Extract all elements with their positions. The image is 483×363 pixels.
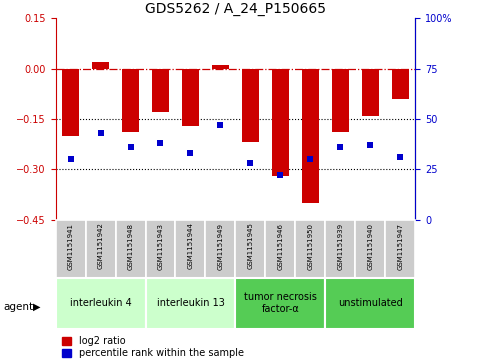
Text: GSM1151939: GSM1151939 bbox=[338, 223, 343, 270]
Point bbox=[97, 130, 104, 136]
Point bbox=[216, 122, 224, 128]
Bar bbox=[326, 220, 355, 278]
Text: agent: agent bbox=[4, 302, 34, 312]
Title: GDS5262 / A_24_P150665: GDS5262 / A_24_P150665 bbox=[145, 2, 326, 16]
Point bbox=[127, 144, 134, 150]
Text: interleukin 4: interleukin 4 bbox=[70, 298, 131, 308]
Point bbox=[337, 144, 344, 150]
Bar bbox=[85, 220, 115, 278]
Bar bbox=[326, 278, 415, 329]
Bar bbox=[115, 220, 145, 278]
Text: GSM1151940: GSM1151940 bbox=[368, 223, 373, 269]
Bar bbox=[182, 69, 199, 126]
Bar bbox=[266, 220, 296, 278]
Bar bbox=[175, 220, 205, 278]
Bar bbox=[355, 220, 385, 278]
Bar bbox=[385, 220, 415, 278]
Bar bbox=[56, 278, 145, 329]
Text: ▶: ▶ bbox=[33, 302, 41, 312]
Text: interleukin 13: interleukin 13 bbox=[156, 298, 225, 308]
Point bbox=[277, 172, 284, 178]
Bar bbox=[272, 69, 289, 176]
Text: GSM1151950: GSM1151950 bbox=[307, 223, 313, 269]
Bar bbox=[122, 69, 139, 132]
Bar bbox=[92, 62, 109, 69]
Text: GSM1151944: GSM1151944 bbox=[187, 223, 194, 269]
Legend: log2 ratio, percentile rank within the sample: log2 ratio, percentile rank within the s… bbox=[62, 336, 244, 358]
Bar bbox=[205, 220, 236, 278]
Text: GSM1151946: GSM1151946 bbox=[277, 223, 284, 269]
Text: GSM1151943: GSM1151943 bbox=[157, 223, 164, 269]
Bar bbox=[332, 69, 349, 132]
Bar bbox=[145, 278, 236, 329]
Bar bbox=[242, 69, 259, 142]
Bar bbox=[145, 220, 175, 278]
Bar bbox=[62, 69, 79, 136]
Point bbox=[67, 156, 74, 162]
Bar bbox=[296, 220, 326, 278]
Bar bbox=[302, 69, 319, 203]
Point bbox=[367, 142, 374, 148]
Point bbox=[307, 156, 314, 162]
Bar bbox=[236, 278, 326, 329]
Text: tumor necrosis
factor-α: tumor necrosis factor-α bbox=[244, 292, 317, 314]
Bar bbox=[362, 69, 379, 115]
Text: GSM1151949: GSM1151949 bbox=[217, 223, 224, 269]
Text: GSM1151942: GSM1151942 bbox=[98, 223, 103, 269]
Bar bbox=[152, 69, 169, 112]
Bar bbox=[392, 69, 409, 99]
Text: unstimulated: unstimulated bbox=[338, 298, 403, 308]
Text: GSM1151948: GSM1151948 bbox=[128, 223, 133, 269]
Text: GSM1151947: GSM1151947 bbox=[398, 223, 403, 269]
Bar bbox=[56, 220, 85, 278]
Bar bbox=[212, 65, 229, 69]
Bar bbox=[236, 220, 266, 278]
Text: GSM1151945: GSM1151945 bbox=[247, 223, 254, 269]
Point bbox=[156, 140, 164, 146]
Point bbox=[247, 160, 255, 166]
Point bbox=[397, 154, 404, 160]
Text: GSM1151941: GSM1151941 bbox=[68, 223, 73, 269]
Point bbox=[186, 150, 194, 156]
